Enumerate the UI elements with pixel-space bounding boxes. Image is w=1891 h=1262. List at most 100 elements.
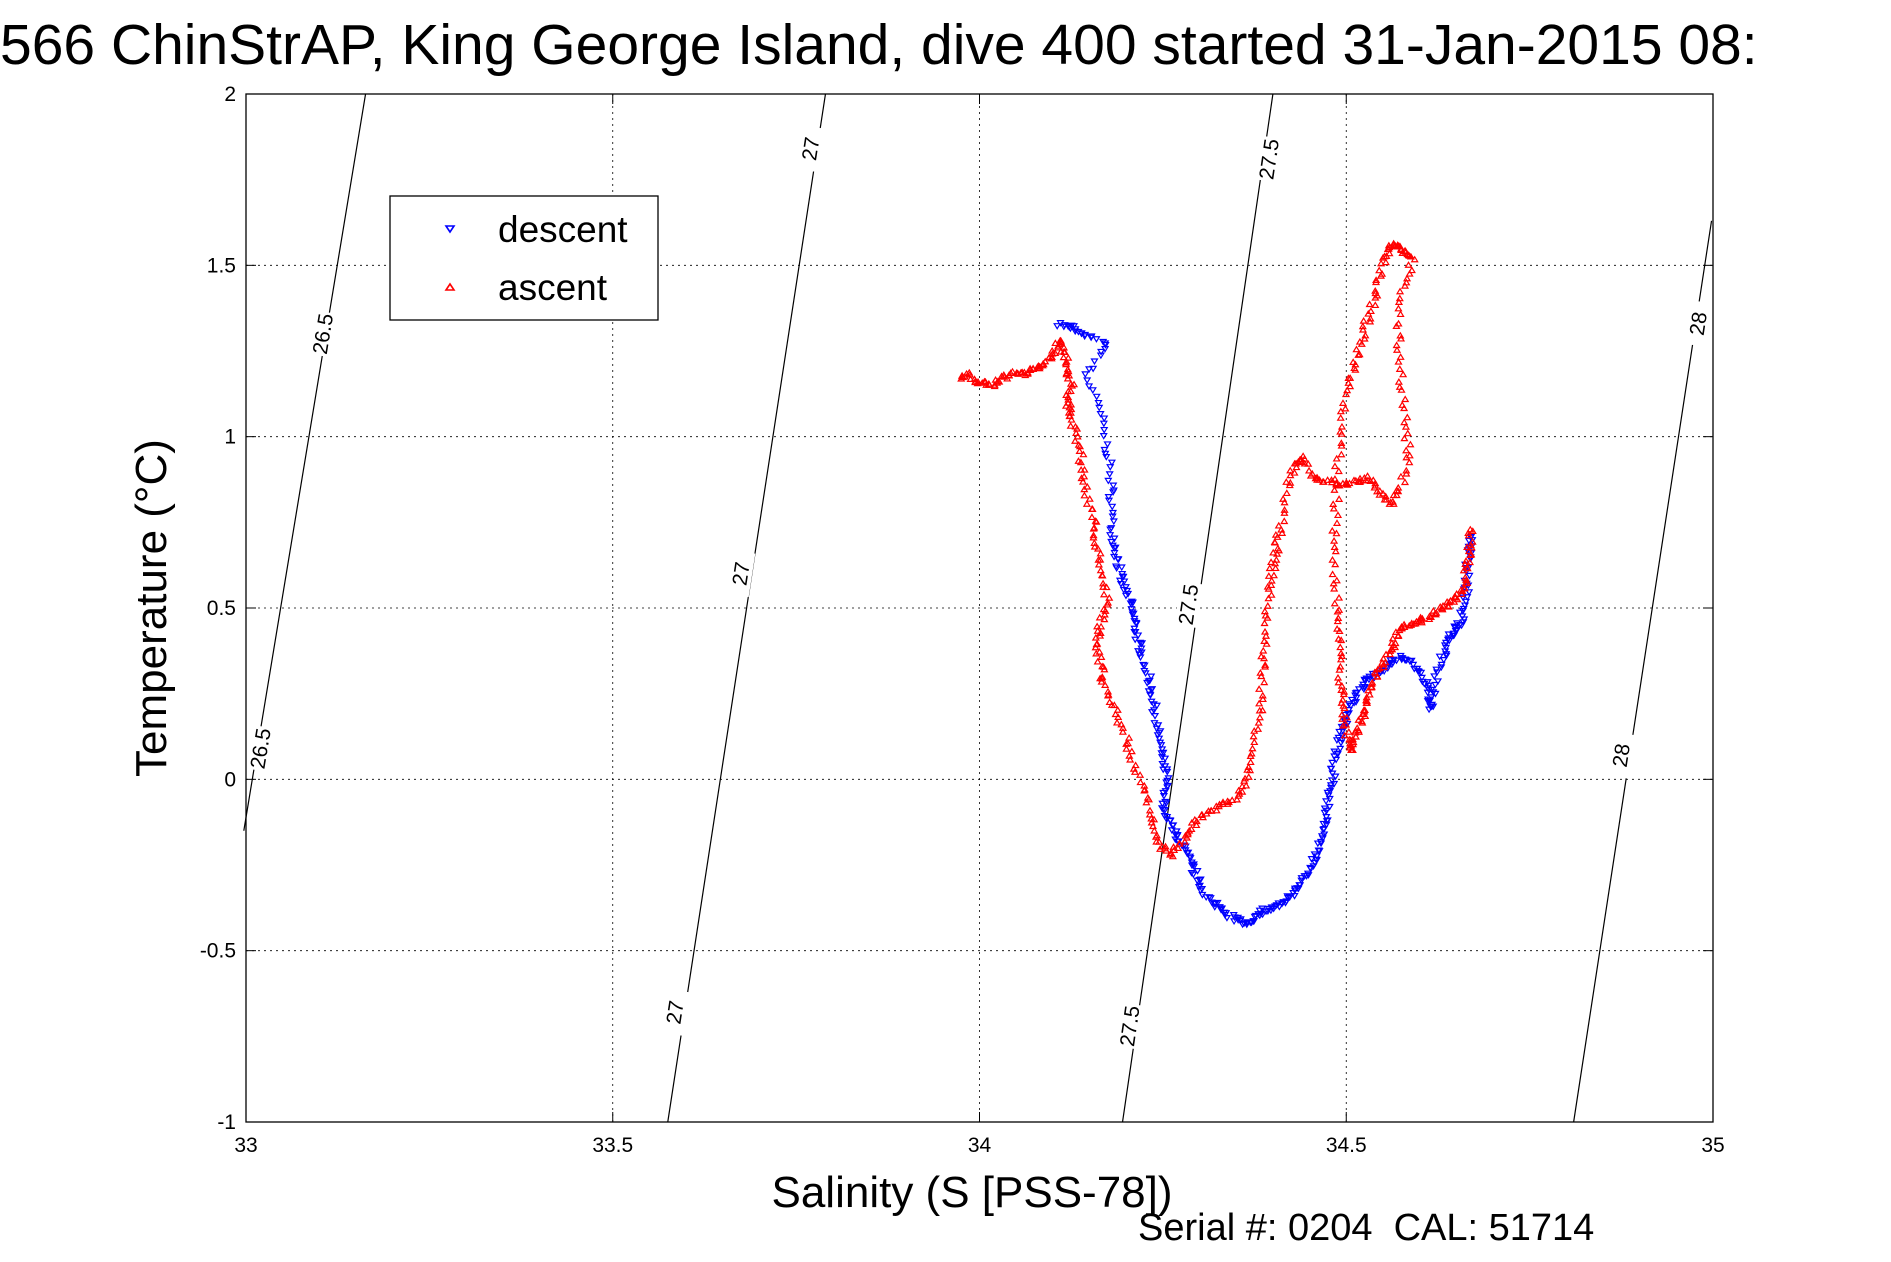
ascent-point xyxy=(1330,486,1339,493)
ascent-point xyxy=(1253,725,1263,732)
ascent-point xyxy=(1377,270,1387,277)
ascent-point xyxy=(1263,602,1272,609)
ascent-point xyxy=(1344,728,1353,735)
ascent-point xyxy=(1405,621,1414,629)
ascent-point xyxy=(1278,529,1287,536)
ascent-point xyxy=(1267,591,1276,598)
descent-point xyxy=(1413,668,1422,675)
ascent-point xyxy=(1381,650,1391,658)
descent-point xyxy=(1380,668,1389,676)
descent-point xyxy=(1222,910,1231,917)
ascent-point xyxy=(1336,414,1345,421)
ascent-point xyxy=(1330,599,1339,607)
ascent-point xyxy=(1366,477,1375,484)
descent-point xyxy=(1186,855,1195,862)
ascent-point xyxy=(1396,334,1406,342)
descent-point xyxy=(1161,763,1170,771)
ascent-point xyxy=(1098,662,1107,670)
ascent-point xyxy=(1062,369,1071,377)
legend-ascent-marker xyxy=(444,282,456,291)
ascent-point xyxy=(1122,745,1131,752)
descent-point xyxy=(1417,669,1426,677)
ascent-point xyxy=(1403,413,1412,421)
ascent-point xyxy=(1400,434,1409,442)
y-tick-label: -0.5 xyxy=(200,940,236,963)
legend: descent ascent xyxy=(389,195,659,321)
descent-point xyxy=(1153,732,1162,739)
ascent-point xyxy=(1332,576,1341,584)
descent-point xyxy=(1131,636,1140,644)
descent-point xyxy=(1423,689,1432,697)
contour-label: 28 xyxy=(1609,742,1635,769)
descent-point xyxy=(1109,489,1118,497)
ascent-point xyxy=(1118,724,1128,731)
ascent-point xyxy=(1047,354,1056,362)
ascent-point xyxy=(1397,386,1406,393)
ascent-point xyxy=(1379,663,1388,671)
ascent-point xyxy=(1425,612,1434,620)
ascent-point xyxy=(1077,474,1086,482)
ascent-point xyxy=(1350,364,1359,372)
ascent-point xyxy=(1373,665,1382,673)
ascent-point xyxy=(1366,314,1375,322)
descent-point xyxy=(1450,624,1460,632)
y-tick-label: 0 xyxy=(224,768,236,791)
descent-point xyxy=(1092,393,1101,401)
ascent-point xyxy=(1270,538,1280,546)
ascent-point xyxy=(1365,300,1374,308)
descent-point xyxy=(1163,784,1172,792)
ascent-point xyxy=(1395,287,1405,295)
ascent-point xyxy=(1280,509,1289,516)
ascent-point xyxy=(1334,593,1344,601)
descent-point xyxy=(1205,894,1214,902)
density-contour-line xyxy=(1573,220,1713,1123)
descent-point xyxy=(1306,866,1315,873)
descent-point xyxy=(1104,477,1113,485)
descent-point xyxy=(1320,805,1329,813)
descent-point xyxy=(1132,620,1141,628)
ascent-point xyxy=(1327,476,1336,483)
ascent-point xyxy=(1372,276,1381,284)
ascent-point xyxy=(1334,467,1343,475)
descent-point xyxy=(1134,648,1143,655)
ascent-point xyxy=(1190,815,1199,823)
ascent-point xyxy=(1388,634,1397,642)
descent-point xyxy=(1107,459,1116,467)
descent-point xyxy=(1325,803,1334,811)
descent-point xyxy=(1099,433,1108,440)
ascent-point xyxy=(1182,833,1191,841)
descent-point xyxy=(1157,750,1166,758)
ascent-point xyxy=(1255,685,1264,692)
ascent-point xyxy=(1101,607,1110,614)
descent-point xyxy=(1103,441,1112,449)
descent-point xyxy=(1155,735,1164,743)
ascent-point xyxy=(1333,617,1342,625)
x-tick-label: 34 xyxy=(968,1134,992,1157)
ascent-point xyxy=(1402,466,1411,474)
descent-point xyxy=(1105,471,1114,479)
ascent-point xyxy=(1255,713,1264,721)
descent-point xyxy=(1461,598,1471,606)
ascent-point xyxy=(1255,706,1264,714)
ascent-point xyxy=(1248,744,1257,752)
ascent-point xyxy=(1130,768,1140,775)
ascent-point xyxy=(1067,405,1076,413)
descent-point xyxy=(1108,513,1117,521)
ascent-point xyxy=(1373,672,1382,680)
ascent-point xyxy=(1113,706,1122,713)
ascent-point xyxy=(1143,793,1152,801)
descent-point xyxy=(1449,632,1458,640)
ascent-point xyxy=(1330,536,1339,544)
ascent-point xyxy=(1400,281,1410,289)
grid-layer xyxy=(246,94,1713,1122)
descent-point xyxy=(1344,701,1354,709)
descent-point xyxy=(1193,868,1202,875)
descent-point xyxy=(1330,780,1339,788)
descent-point xyxy=(1210,904,1219,911)
descent-series xyxy=(1053,320,1477,929)
legend-descent-marker xyxy=(444,225,456,234)
descent-point xyxy=(1147,686,1156,694)
descent-point xyxy=(1432,666,1441,674)
ascent-point xyxy=(1468,537,1477,545)
descent-point xyxy=(1189,863,1199,871)
